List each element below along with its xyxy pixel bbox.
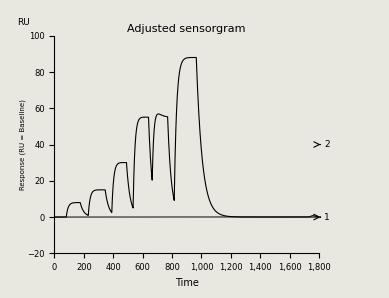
Title: Adjusted sensorgram: Adjusted sensorgram xyxy=(128,24,246,34)
Text: 2: 2 xyxy=(324,140,330,149)
X-axis label: Time: Time xyxy=(175,277,199,288)
Text: RU: RU xyxy=(18,18,30,27)
Y-axis label: Response (RU = Baseline): Response (RU = Baseline) xyxy=(19,99,26,190)
Text: 1: 1 xyxy=(324,212,330,221)
